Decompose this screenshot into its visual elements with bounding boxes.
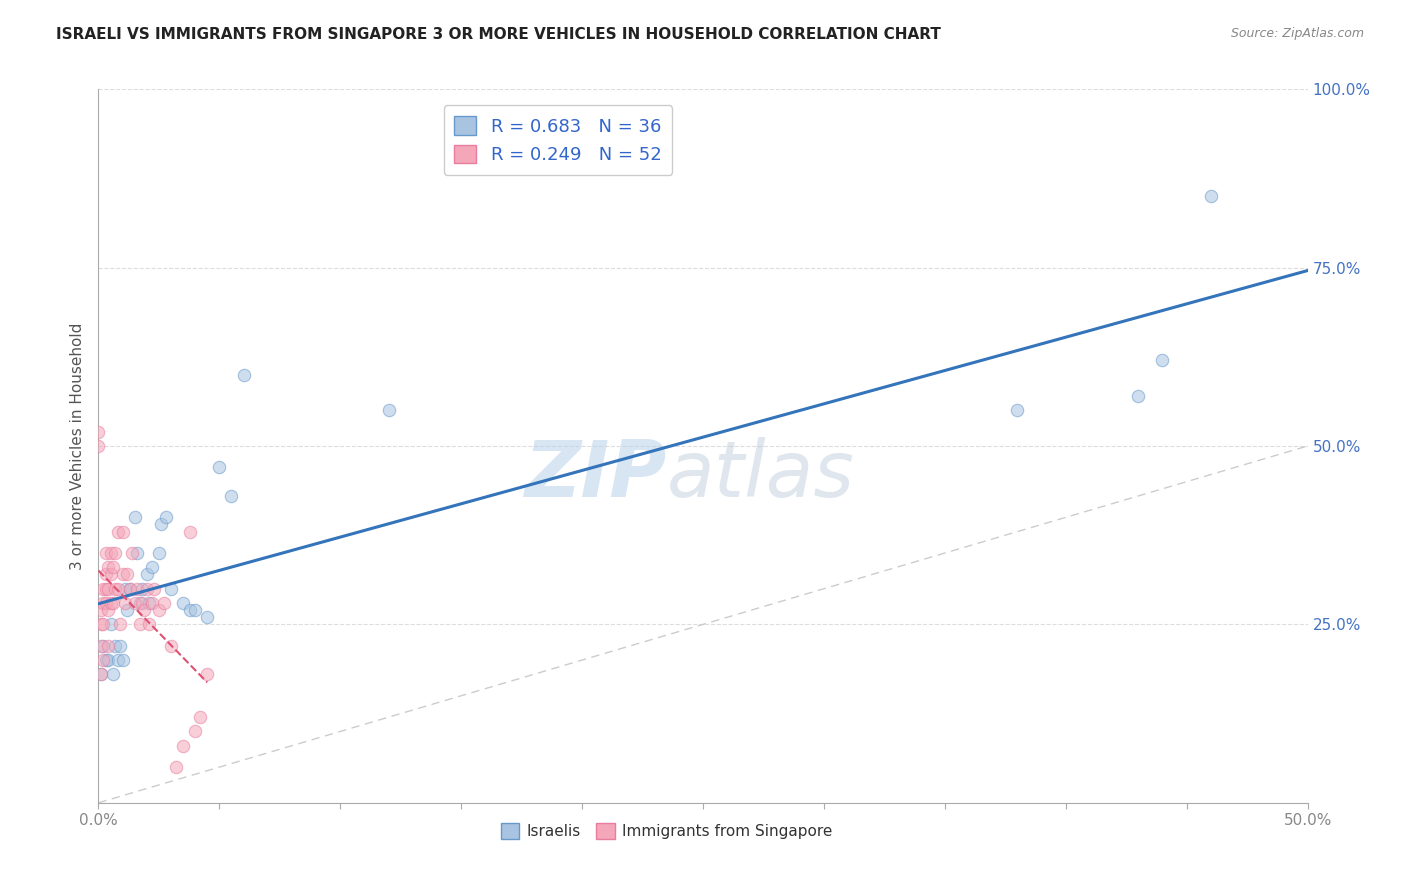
Point — [150, 517, 173, 532]
Point — [118, 582, 141, 596]
Point — [127, 582, 149, 596]
Point — [135, 582, 157, 596]
Point — [172, 739, 194, 753]
Point — [97, 582, 120, 596]
Point — [107, 582, 129, 596]
Point — [111, 653, 134, 667]
Point — [141, 560, 163, 574]
Point — [90, 603, 112, 617]
Point — [1199, 189, 1222, 203]
Point — [160, 639, 183, 653]
Point — [108, 617, 131, 632]
Point — [101, 667, 124, 681]
Point — [94, 546, 117, 560]
Text: ISRAELI VS IMMIGRANTS FROM SINGAPORE 3 OR MORE VEHICLES IN HOUSEHOLD CORRELATION: ISRAELI VS IMMIGRANTS FROM SINGAPORE 3 O… — [56, 27, 941, 42]
Point — [100, 567, 122, 582]
Point — [100, 546, 122, 560]
Point — [100, 617, 122, 632]
Point — [91, 596, 114, 610]
Text: ZIP: ZIP — [524, 436, 666, 513]
Point — [87, 425, 110, 439]
Point — [131, 582, 153, 596]
Point — [107, 524, 129, 539]
Y-axis label: 3 or more Vehicles in Household: 3 or more Vehicles in Household — [69, 322, 84, 570]
Point — [179, 524, 201, 539]
Point — [117, 567, 139, 582]
Point — [90, 667, 112, 681]
Point — [148, 546, 170, 560]
Point — [184, 724, 207, 739]
Point — [152, 596, 174, 610]
Point — [101, 596, 124, 610]
Point — [117, 603, 139, 617]
Point — [97, 603, 120, 617]
Point — [94, 653, 117, 667]
Point — [114, 596, 136, 610]
Point — [172, 596, 194, 610]
Point — [111, 567, 134, 582]
Point — [143, 582, 166, 596]
Point — [195, 610, 218, 624]
Point — [138, 596, 160, 610]
Point — [124, 596, 146, 610]
Point — [91, 617, 114, 632]
Point — [135, 567, 157, 582]
Point — [91, 582, 114, 596]
Point — [90, 667, 112, 681]
Point — [107, 653, 129, 667]
Point — [94, 567, 117, 582]
Point — [134, 603, 156, 617]
Point — [131, 596, 153, 610]
Point — [221, 489, 243, 503]
Point — [118, 582, 141, 596]
Point — [90, 617, 112, 632]
Point — [114, 582, 136, 596]
Point — [94, 582, 117, 596]
Point — [188, 710, 211, 724]
Point — [121, 546, 143, 560]
Point — [91, 639, 114, 653]
Point — [155, 510, 177, 524]
Point — [128, 596, 150, 610]
Point — [184, 603, 207, 617]
Point — [141, 596, 163, 610]
Point — [1128, 389, 1150, 403]
Point — [104, 639, 127, 653]
Point — [138, 617, 160, 632]
Point — [160, 582, 183, 596]
Point — [148, 603, 170, 617]
Point — [104, 546, 127, 560]
Point — [97, 639, 120, 653]
Point — [91, 653, 114, 667]
Point — [124, 510, 146, 524]
Point — [90, 639, 112, 653]
Point — [128, 617, 150, 632]
Point — [100, 596, 122, 610]
Point — [232, 368, 254, 382]
Point — [97, 560, 120, 574]
Point — [377, 403, 399, 417]
Point — [87, 439, 110, 453]
Point — [94, 596, 117, 610]
Point — [104, 582, 127, 596]
Point — [165, 760, 187, 774]
Text: atlas: atlas — [666, 436, 855, 513]
Point — [127, 546, 149, 560]
Point — [208, 460, 231, 475]
Point — [1007, 403, 1029, 417]
Point — [108, 639, 131, 653]
Point — [97, 653, 120, 667]
Point — [195, 667, 218, 681]
Point — [111, 524, 134, 539]
Point — [179, 603, 201, 617]
Text: Source: ZipAtlas.com: Source: ZipAtlas.com — [1230, 27, 1364, 40]
Legend: Israelis, Immigrants from Singapore: Israelis, Immigrants from Singapore — [495, 817, 839, 845]
Point — [1152, 353, 1174, 368]
Point — [101, 560, 124, 574]
